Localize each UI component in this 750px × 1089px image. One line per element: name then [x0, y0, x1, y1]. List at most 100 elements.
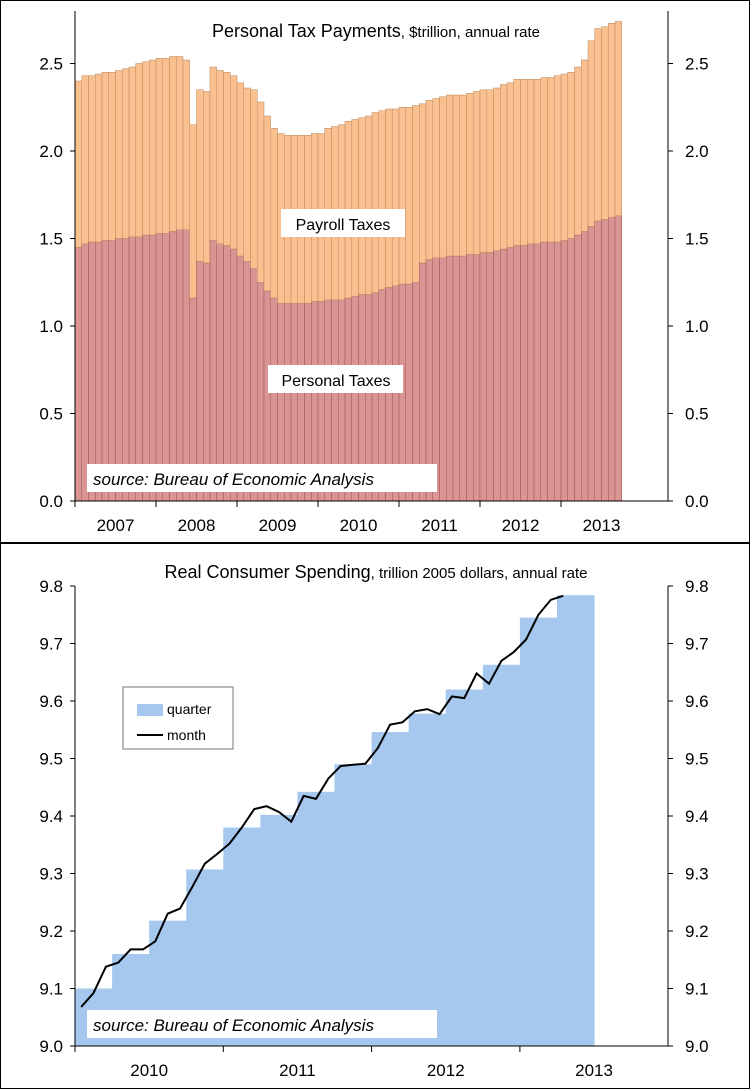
personal-taxes-bar [142, 234, 150, 502]
consumer-spending-panel: Real Consumer Spending, trillion 2005 do… [0, 543, 750, 1089]
payroll-taxes-bar [128, 66, 136, 237]
payroll-taxes-bar [594, 28, 602, 222]
personal-taxes-bar [149, 234, 157, 502]
payroll-taxes-bar [493, 87, 501, 251]
personal-taxes-bar [216, 243, 224, 502]
x-tick-label: 2010 [130, 1061, 168, 1080]
payroll-taxes-bar [236, 82, 244, 257]
quarter-bar [408, 713, 447, 1046]
x-tick-label: 2012 [502, 516, 540, 535]
payroll-taxes-bar [398, 107, 406, 285]
payroll-taxes-bar [209, 66, 217, 241]
personal-taxes-bar [88, 241, 96, 502]
payroll-taxes-bar [358, 117, 366, 295]
quarter-bar [445, 689, 484, 1046]
y-tick-label: 1.5 [39, 230, 63, 249]
personal-taxes-bar [95, 241, 103, 502]
personal-taxes-bar [547, 241, 555, 502]
tax-bars [74, 21, 622, 502]
personal-taxes-bar [81, 243, 89, 502]
payroll-taxes-bar [473, 91, 481, 255]
tax-payments-panel: Personal Tax Payments, $trillion, annual… [0, 0, 750, 543]
personal-taxes-bar [520, 245, 528, 502]
payroll-taxes-bar [466, 93, 474, 255]
quarter-bar [260, 814, 298, 1046]
payroll-taxes-bar [88, 75, 96, 243]
payroll-taxes-bar [486, 89, 494, 253]
personal-taxes-bar [506, 247, 514, 502]
payroll-taxes-bar [189, 124, 197, 299]
payroll-taxes-bar [439, 96, 447, 258]
payroll-taxes-bar [405, 107, 413, 285]
personal-taxes-bar [574, 234, 582, 502]
source-box [87, 464, 437, 492]
personal-taxes-bar [230, 248, 238, 502]
payroll-taxes-bar [216, 70, 224, 244]
payroll-taxes-bar [169, 56, 177, 232]
y-tick-label: 9.0 [685, 1037, 709, 1056]
personal-taxes-bar [581, 231, 589, 502]
x-tick-label: 2008 [178, 516, 216, 535]
personal-taxes-bar [594, 220, 602, 502]
y-tick-label: 0.0 [39, 492, 63, 511]
personal-taxes-bar [176, 229, 184, 502]
x-tick-label: 2007 [97, 516, 135, 535]
source-note: source: Bureau of Economic Analysis [93, 470, 374, 489]
y-tick-label: 0.5 [39, 405, 63, 424]
legend-quarter-swatch [137, 704, 163, 716]
tax-payments-chart: Personal Tax Payments, $trillion, annual… [39, 11, 709, 535]
personal-taxes-bar [540, 241, 548, 502]
x-tick-label: 2013 [583, 516, 621, 535]
source-note: source: Bureau of Economic Analysis [93, 1016, 374, 1035]
personal-taxes-label: Personal Taxes [281, 373, 390, 390]
personal-taxes-bar [466, 254, 474, 502]
payroll-taxes-bar [574, 66, 582, 236]
y-tick-label: 0.5 [685, 405, 709, 424]
personal-taxes-bar [614, 215, 622, 502]
y-tick-label: 2.5 [685, 55, 709, 74]
legend-month-label: month [167, 727, 206, 743]
payroll-label-box [281, 209, 405, 237]
x-tick-label: 2010 [340, 516, 378, 535]
payroll-taxes-bar [101, 72, 109, 241]
quarter-area [75, 595, 595, 1046]
y-tick-label: 9.6 [685, 692, 709, 711]
personal-taxes-bar [486, 252, 494, 502]
x-tick-label: 2013 [575, 1061, 613, 1080]
personal-taxes-bar [601, 219, 609, 502]
x-tick-label: 2009 [259, 516, 297, 535]
y-tick-label: 9.5 [39, 750, 63, 769]
payroll-taxes-bar [176, 56, 184, 230]
personal-taxes-bar [128, 236, 136, 502]
y-tick-label: 1.5 [685, 230, 709, 249]
source-box [87, 1010, 437, 1038]
y-tick-label: 9.5 [685, 750, 709, 769]
payroll-taxes-bar [230, 75, 238, 250]
payroll-taxes-bar [122, 68, 130, 239]
payroll-taxes-bar [392, 108, 400, 286]
personal-taxes-bar [162, 233, 170, 502]
personal-taxes-bar [500, 248, 508, 502]
payroll-taxes-bar [425, 100, 433, 260]
personal-taxes-bar [473, 254, 481, 502]
personal-label-box [268, 365, 403, 393]
y-tick-label: 9.1 [685, 980, 709, 999]
personal-taxes-bar [439, 257, 447, 502]
x-tick-label: 2012 [427, 1061, 465, 1080]
quarter-bar [334, 764, 373, 1046]
payroll-taxes-label: Payroll Taxes [296, 217, 391, 234]
payroll-taxes-bar [257, 101, 265, 283]
y-tick-label: 9.4 [685, 807, 709, 826]
payroll-taxes-bar [149, 59, 157, 236]
payroll-taxes-bar [567, 72, 575, 239]
payroll-taxes-bar [419, 103, 427, 264]
quarter-bar [223, 827, 261, 1046]
personal-taxes-bar [223, 245, 231, 502]
payroll-taxes-bar [412, 105, 420, 283]
quarter-bar [556, 595, 595, 1046]
quarter-bar [371, 732, 410, 1046]
payroll-taxes-bar [162, 58, 170, 234]
personal-taxes-bar [101, 240, 109, 502]
payroll-taxes-bar [385, 108, 393, 288]
y-tick-label: 1.0 [39, 317, 63, 336]
